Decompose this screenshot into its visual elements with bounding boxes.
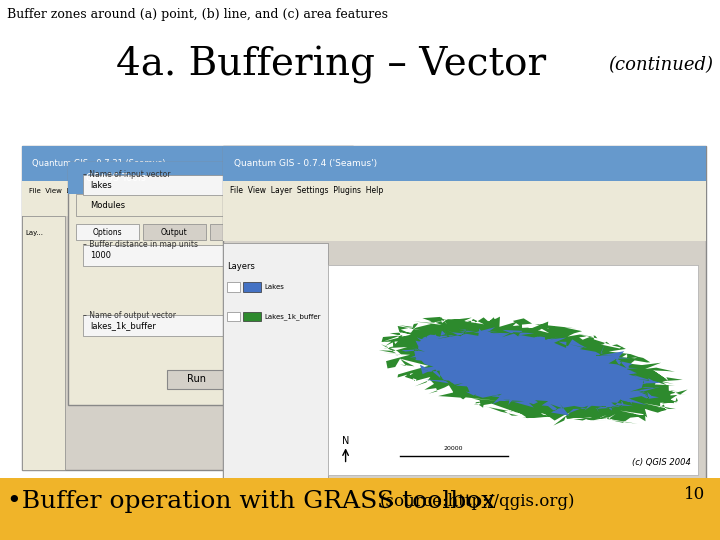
FancyBboxPatch shape — [83, 245, 295, 266]
FancyBboxPatch shape — [22, 146, 353, 470]
Polygon shape — [402, 327, 663, 416]
FancyBboxPatch shape — [223, 181, 706, 200]
FancyBboxPatch shape — [83, 315, 295, 336]
Text: – Buffer distance in map units: – Buffer distance in map units — [83, 240, 198, 249]
Text: lakes_1k_buffer: lakes_1k_buffer — [90, 321, 156, 330]
Text: 10: 10 — [684, 486, 706, 503]
FancyBboxPatch shape — [328, 265, 698, 475]
Bar — [243, 282, 261, 292]
FancyBboxPatch shape — [223, 220, 706, 241]
Text: 1000: 1000 — [90, 251, 111, 260]
Text: Lakes_1k_buffer: Lakes_1k_buffer — [264, 313, 320, 320]
Text: – Name of input vector: – Name of input vector — [83, 170, 171, 179]
Text: Scale 1:4551285  169616.113586+: Scale 1:4551285 169616.113586+ — [403, 500, 513, 505]
Text: (source:http://qgis.org): (source:http://qgis.org) — [379, 492, 575, 510]
Bar — [227, 312, 240, 321]
FancyBboxPatch shape — [22, 200, 353, 216]
FancyBboxPatch shape — [143, 224, 206, 240]
Polygon shape — [379, 316, 688, 426]
Text: •Buffer operation with GRASS toolbox: •Buffer operation with GRASS toolbox — [7, 490, 495, 512]
Text: Quantum GIS - 0.7.4 ('Seamus'): Quantum GIS - 0.7.4 ('Seamus') — [234, 159, 377, 167]
Text: Layers: Layers — [227, 262, 255, 271]
Text: Lakes: Lakes — [264, 284, 284, 290]
Bar — [227, 282, 240, 292]
FancyBboxPatch shape — [22, 181, 353, 200]
Bar — [243, 312, 261, 321]
FancyBboxPatch shape — [223, 243, 328, 491]
FancyBboxPatch shape — [76, 194, 317, 216]
FancyBboxPatch shape — [68, 162, 324, 405]
Text: Buffer zones around (a) point, (b) line, and (c) area features: Buffer zones around (a) point, (b) line,… — [7, 8, 388, 21]
Text: File  View  Layer  Settings  Plugins  Help: File View Layer Settings Plugins Help — [29, 187, 168, 194]
FancyBboxPatch shape — [68, 162, 324, 194]
Text: – Name of output vector: – Name of output vector — [83, 310, 176, 320]
Text: (continued): (continued) — [608, 56, 714, 73]
Text: Output: Output — [161, 228, 188, 237]
Text: Run: Run — [186, 374, 206, 384]
Text: Manual: Manual — [227, 228, 256, 237]
FancyBboxPatch shape — [223, 200, 706, 220]
FancyBboxPatch shape — [223, 146, 706, 181]
FancyBboxPatch shape — [167, 370, 225, 389]
FancyBboxPatch shape — [210, 224, 273, 240]
Text: N: N — [342, 435, 349, 445]
FancyBboxPatch shape — [83, 175, 295, 195]
FancyBboxPatch shape — [22, 146, 353, 181]
FancyBboxPatch shape — [22, 216, 65, 470]
FancyBboxPatch shape — [223, 146, 706, 513]
Text: Render: Render — [647, 500, 671, 506]
Text: 4a. Buffering – Vector: 4a. Buffering – Vector — [116, 46, 546, 84]
Text: Lay...: Lay... — [25, 230, 43, 235]
Text: lakes: lakes — [90, 181, 112, 190]
FancyBboxPatch shape — [76, 224, 139, 240]
FancyBboxPatch shape — [626, 495, 691, 510]
Text: Options: Options — [92, 228, 122, 237]
Text: File  View  Layer  Settings  Plugins  Help: File View Layer Settings Plugins Help — [230, 186, 384, 195]
FancyBboxPatch shape — [223, 491, 706, 513]
Text: (c) QGIS 2004: (c) QGIS 2004 — [632, 458, 691, 467]
Text: 20000: 20000 — [444, 446, 464, 451]
Text: Modules: Modules — [90, 201, 125, 210]
FancyBboxPatch shape — [0, 478, 720, 540]
Text: Quantum GIS - 0.7.31 (Seamus): Quantum GIS - 0.7.31 (Seamus) — [32, 159, 166, 167]
Text: GRASS Tools: GRASS Tools — [86, 173, 146, 183]
